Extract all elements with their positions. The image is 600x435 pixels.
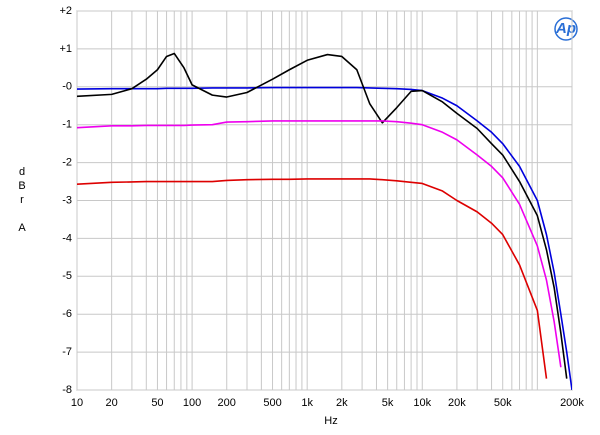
y-tick-label: -7 [62, 346, 72, 358]
y-tick-label: +2 [59, 5, 72, 17]
y-tick-label: +1 [59, 43, 72, 55]
x-tick-label: 2k [336, 397, 348, 409]
y-tick-label: -5 [62, 270, 72, 282]
x-tick-label: 5k [382, 397, 394, 409]
series-line [77, 86, 572, 390]
series-line [77, 120, 562, 368]
y-axis-label: d [19, 166, 25, 178]
series-line [77, 178, 548, 379]
x-tick-label: 50k [494, 397, 512, 409]
x-tick-label: 10k [413, 397, 431, 409]
y-tick-label: -6 [62, 308, 72, 320]
logo: Ap [555, 20, 576, 37]
x-tick-label: 10 [71, 397, 83, 409]
logo-ring [554, 17, 578, 41]
x-tick-label: 20k [448, 397, 466, 409]
y-axis-label: A [18, 222, 26, 234]
lines [77, 52, 572, 390]
x-tick-label: 200k [560, 397, 584, 409]
x-tick-label: 1k [301, 397, 313, 409]
x-tick-label: 50 [151, 397, 163, 409]
y-tick-label: -3 [62, 194, 72, 206]
x-tick-label: 200 [218, 397, 236, 409]
y-axis-label: r [20, 194, 24, 206]
x-tick-label: 100 [183, 397, 201, 409]
x-tick-label: 20 [106, 397, 118, 409]
series-line [77, 52, 568, 379]
y-tick-label: -0 [62, 81, 72, 93]
y-axis-label: B [18, 180, 25, 192]
x-tick-label: 500 [263, 397, 281, 409]
y-tick-label: -4 [62, 232, 72, 244]
y-tick-label: -2 [62, 157, 72, 169]
y-tick-label: -1 [62, 119, 72, 131]
y-tick-label: -8 [62, 384, 72, 396]
x-axis-label: Hz [324, 415, 337, 427]
